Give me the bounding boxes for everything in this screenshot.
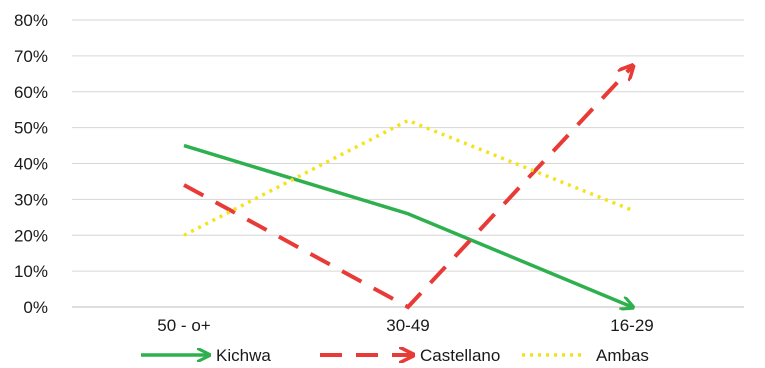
y-tick-label: 10% <box>14 262 48 281</box>
y-tick-label: 20% <box>14 226 48 245</box>
legend-label-kichwa: Kichwa <box>216 346 271 365</box>
y-tick-label: 40% <box>14 155 48 174</box>
series-lines <box>183 67 632 307</box>
x-tick-label: 50 - o+ <box>157 316 210 335</box>
y-tick-label: 50% <box>14 119 48 138</box>
y-tick-label: 60% <box>14 83 48 102</box>
legend-label-ambas: Ambas <box>596 346 649 365</box>
y-axis-ticks: 0% 10% 20% 30% 40% 50% 60% 70% 80% <box>14 11 48 317</box>
x-axis-ticks: 50 - o+ 30-49 16-29 <box>157 316 653 335</box>
gridlines <box>72 19 744 308</box>
y-tick-label: 80% <box>14 11 48 30</box>
y-tick-label: 0% <box>23 298 48 317</box>
series-line-kichwa <box>183 143 632 307</box>
y-tick-label: 70% <box>14 47 48 66</box>
legend-label-castellano: Castellano <box>420 346 500 365</box>
legend: Kichwa Castellano Ambas <box>141 346 649 365</box>
y-tick-label: 30% <box>14 190 48 209</box>
x-tick-label: 30-49 <box>386 316 429 335</box>
x-tick-label: 16-29 <box>610 316 653 335</box>
